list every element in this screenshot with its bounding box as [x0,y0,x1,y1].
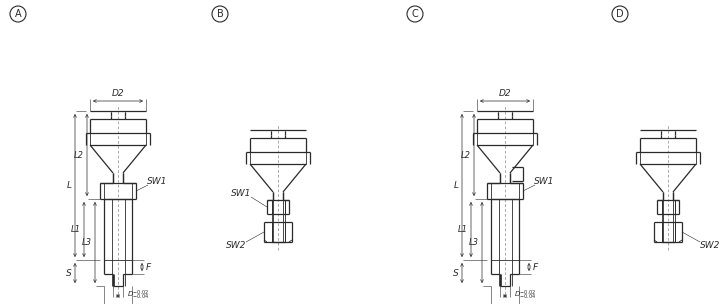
Text: $D^{-0.02}_{-0.04}$: $D^{-0.02}_{-0.04}$ [514,288,537,302]
Text: F: F [145,262,150,271]
Text: B: B [217,9,223,19]
Text: D2: D2 [112,88,124,98]
Text: L2: L2 [460,150,470,160]
Text: D2: D2 [499,88,511,98]
Text: C: C [411,9,418,19]
Text: SW1: SW1 [147,178,167,186]
Text: L1: L1 [71,225,81,234]
Text: L2: L2 [73,150,84,160]
Text: L1: L1 [457,225,467,234]
Text: $D^{-0.02}_{-0.04}$: $D^{-0.02}_{-0.04}$ [127,288,149,302]
Text: SW2: SW2 [226,240,246,250]
Text: SW2: SW2 [700,240,720,250]
Text: S: S [65,268,71,278]
Text: L: L [66,181,71,190]
Text: A: A [15,9,21,19]
Text: L3: L3 [81,238,92,247]
Text: SW1: SW1 [230,188,252,198]
Text: S: S [453,268,459,278]
Text: SW1: SW1 [534,178,554,186]
Text: F: F [532,262,538,271]
Text: L: L [454,181,459,190]
Text: L3: L3 [468,238,478,247]
Text: D: D [616,9,624,19]
